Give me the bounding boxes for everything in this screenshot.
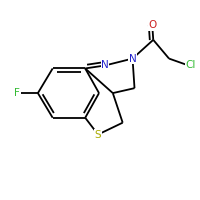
Text: Cl: Cl bbox=[186, 60, 196, 70]
Text: S: S bbox=[95, 130, 101, 140]
Text: O: O bbox=[148, 20, 156, 30]
Text: N: N bbox=[129, 54, 136, 64]
Text: N: N bbox=[101, 60, 109, 70]
Text: F: F bbox=[14, 88, 20, 98]
